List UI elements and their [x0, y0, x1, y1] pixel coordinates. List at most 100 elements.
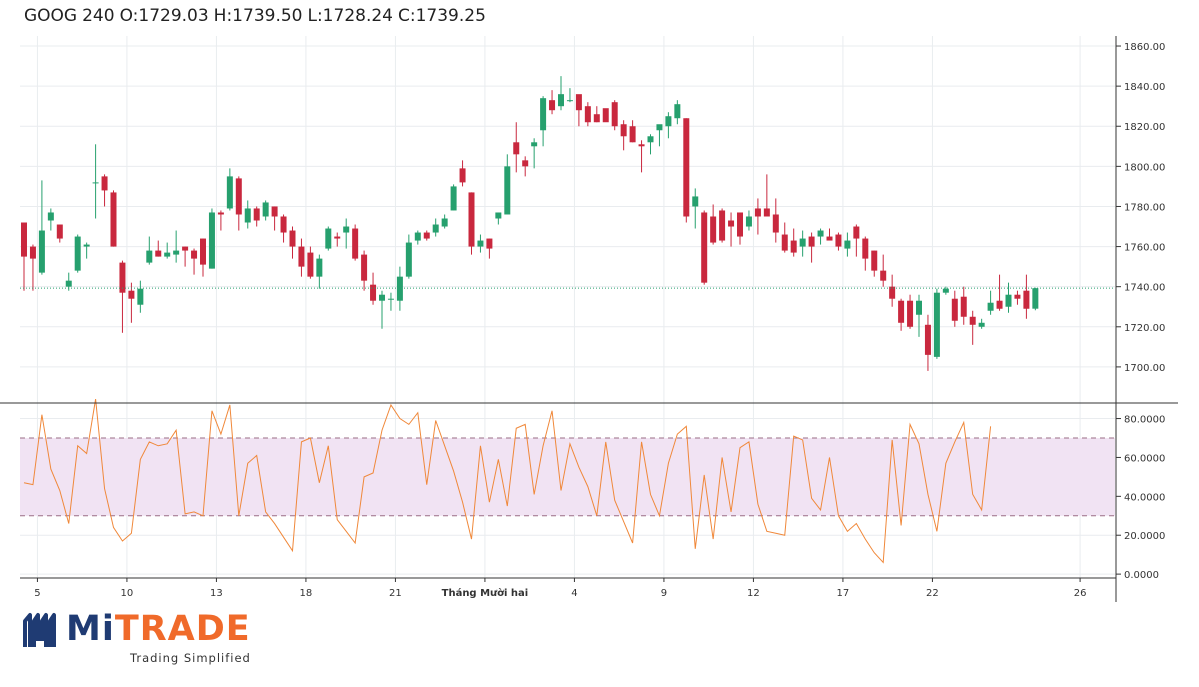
- candle[interactable]: [933, 288, 940, 359]
- candle[interactable]: [826, 228, 833, 241]
- candle[interactable]: [101, 174, 108, 207]
- candle[interactable]: [325, 226, 332, 251]
- candle[interactable]: [316, 254, 323, 289]
- candle[interactable]: [244, 200, 251, 229]
- candle[interactable]: [951, 290, 958, 327]
- candle[interactable]: [737, 212, 743, 245]
- candle[interactable]: [772, 198, 779, 243]
- candle[interactable]: [853, 224, 860, 257]
- candle[interactable]: [558, 76, 564, 111]
- candle[interactable]: [996, 274, 1003, 311]
- candle[interactable]: [235, 176, 242, 231]
- candle[interactable]: [584, 102, 591, 127]
- candle[interactable]: [146, 236, 153, 265]
- candle[interactable]: [987, 290, 994, 315]
- candle[interactable]: [459, 160, 466, 187]
- candle[interactable]: [593, 106, 600, 123]
- candle[interactable]: [916, 294, 922, 337]
- candle[interactable]: [253, 206, 260, 227]
- candle[interactable]: [38, 180, 45, 275]
- candle[interactable]: [674, 100, 681, 125]
- candle[interactable]: [280, 214, 287, 243]
- candle[interactable]: [638, 140, 645, 173]
- candle[interactable]: [1023, 274, 1030, 319]
- candle[interactable]: [611, 100, 618, 131]
- candle[interactable]: [754, 198, 761, 235]
- candle[interactable]: [549, 90, 556, 115]
- candle[interactable]: [540, 96, 547, 147]
- candle[interactable]: [719, 208, 726, 243]
- candle[interactable]: [21, 222, 27, 291]
- candle[interactable]: [271, 206, 278, 231]
- candle[interactable]: [1014, 290, 1021, 305]
- candle[interactable]: [343, 218, 350, 249]
- candle[interactable]: [907, 294, 914, 329]
- candle[interactable]: [701, 210, 708, 285]
- candle[interactable]: [405, 234, 412, 279]
- candle[interactable]: [29, 244, 36, 291]
- candle[interactable]: [352, 224, 359, 261]
- candle[interactable]: [441, 214, 448, 229]
- candle[interactable]: [414, 230, 421, 245]
- candle[interactable]: [942, 286, 949, 295]
- candle[interactable]: [665, 112, 672, 139]
- candle[interactable]: [647, 134, 654, 155]
- candle[interactable]: [835, 232, 842, 251]
- candle[interactable]: [298, 238, 305, 277]
- candle[interactable]: [710, 204, 717, 245]
- candle[interactable]: [182, 246, 189, 267]
- candle[interactable]: [889, 274, 896, 307]
- candle[interactable]: [1005, 282, 1012, 313]
- candle[interactable]: [110, 190, 117, 247]
- candle[interactable]: [370, 272, 377, 305]
- candle[interactable]: [450, 184, 457, 211]
- candle[interactable]: [486, 238, 493, 259]
- candle[interactable]: [1032, 287, 1039, 311]
- candle[interactable]: [155, 240, 162, 257]
- candle[interactable]: [128, 282, 135, 323]
- candle[interactable]: [602, 108, 609, 123]
- candle[interactable]: [575, 94, 582, 127]
- candle[interactable]: [960, 286, 967, 325]
- candle[interactable]: [423, 230, 430, 241]
- candle[interactable]: [683, 118, 690, 223]
- candle[interactable]: [83, 242, 90, 259]
- candle[interactable]: [164, 242, 171, 259]
- candle[interactable]: [522, 156, 529, 177]
- candle[interactable]: [74, 234, 81, 273]
- candle[interactable]: [208, 208, 215, 269]
- candle[interactable]: [566, 88, 573, 103]
- candle[interactable]: [226, 168, 233, 211]
- candle[interactable]: [334, 232, 341, 247]
- candle[interactable]: [432, 218, 439, 237]
- candle[interactable]: [262, 200, 269, 221]
- candle[interactable]: [47, 208, 54, 231]
- candle[interactable]: [137, 280, 144, 313]
- candle[interactable]: [504, 154, 511, 215]
- candle[interactable]: [728, 212, 735, 247]
- candle[interactable]: [217, 210, 224, 231]
- candle[interactable]: [880, 254, 887, 287]
- candle[interactable]: [763, 174, 770, 217]
- candle[interactable]: [629, 120, 636, 143]
- candle[interactable]: [65, 272, 72, 291]
- candle[interactable]: [808, 232, 815, 263]
- candle[interactable]: [200, 238, 206, 277]
- candle[interactable]: [871, 250, 878, 277]
- candle[interactable]: [817, 228, 824, 245]
- candle[interactable]: [92, 144, 99, 219]
- candle[interactable]: [924, 314, 931, 371]
- candle[interactable]: [531, 138, 538, 169]
- candle[interactable]: [692, 188, 699, 229]
- candle[interactable]: [844, 232, 851, 257]
- candle[interactable]: [191, 248, 198, 275]
- candle[interactable]: [656, 124, 663, 147]
- candle[interactable]: [620, 120, 627, 151]
- candle[interactable]: [745, 210, 752, 231]
- candle[interactable]: [396, 266, 403, 311]
- candle[interactable]: [969, 310, 976, 345]
- candle[interactable]: [173, 230, 180, 263]
- candle[interactable]: [477, 234, 484, 253]
- candle[interactable]: [898, 298, 905, 331]
